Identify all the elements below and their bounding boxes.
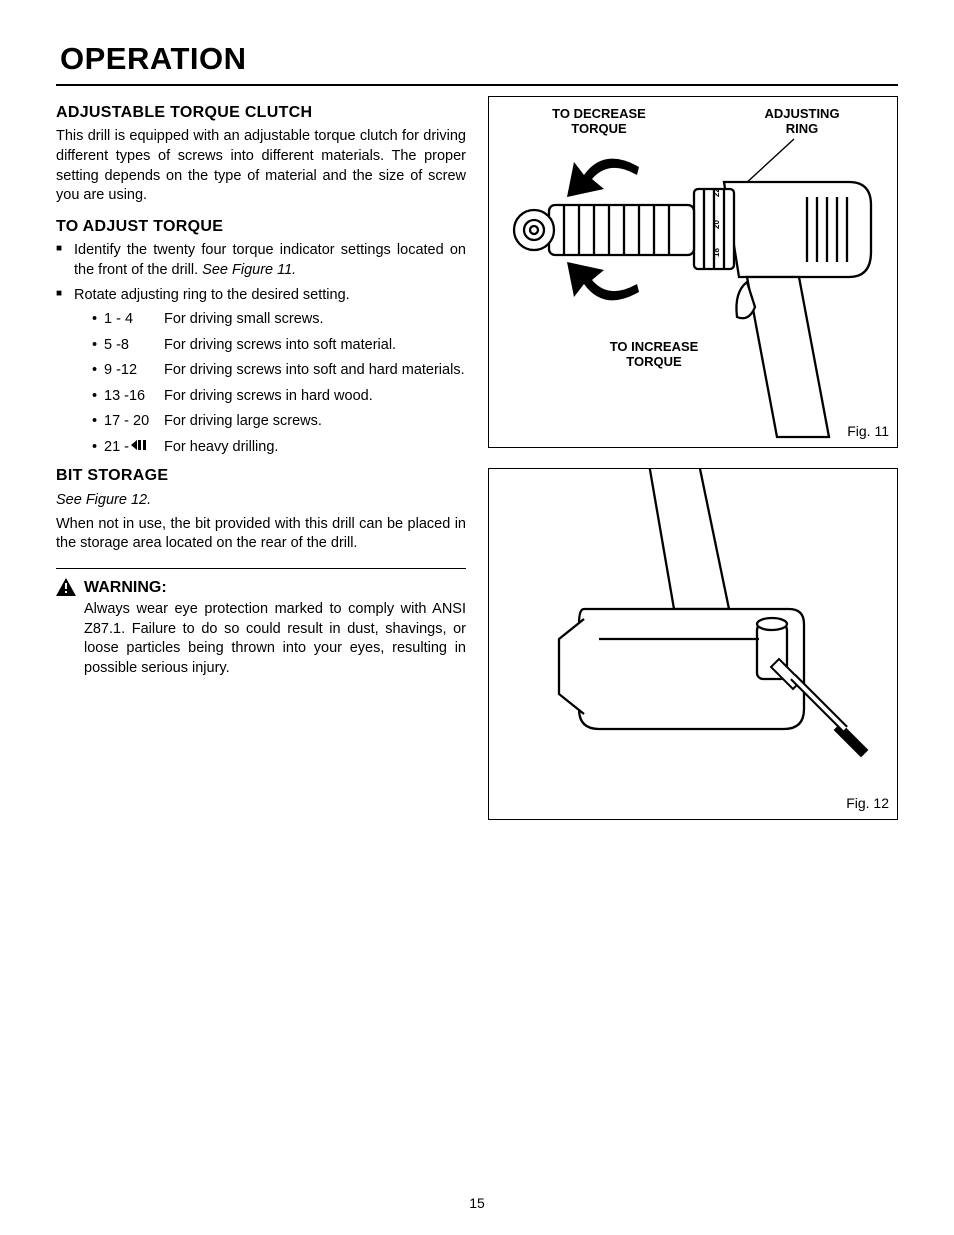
torque-range: 1 - 4 (104, 310, 164, 330)
torque-range: 13 -16 (104, 387, 164, 407)
figure-11-caption: Fig. 11 (847, 422, 889, 441)
torque-desc: For driving screws into soft material. (164, 336, 466, 356)
torque-range: 5 -8 (104, 336, 164, 356)
page-number: 15 (0, 1194, 954, 1213)
drill-illustration: 22 20 18 (489, 97, 889, 447)
svg-text:22: 22 (712, 187, 721, 196)
torque-row: • 17 - 20 For driving large screws. (92, 412, 466, 432)
page-title: OPERATION (56, 38, 898, 80)
torque-desc: For driving small screws. (164, 310, 466, 330)
bit-storage-ref: See Figure 12. (56, 491, 466, 511)
title-rule (56, 84, 898, 86)
section-rule (56, 568, 466, 569)
left-column: ADJUSTABLE TORQUE CLUTCH This drill is e… (56, 96, 466, 840)
torque-settings-table: • 1 - 4 For driving small screws. • 5 -8… (92, 310, 466, 457)
two-column-layout: ADJUSTABLE TORQUE CLUTCH This drill is e… (56, 96, 898, 840)
torque-range: 9 -12 (104, 361, 164, 381)
figure-12-caption: Fig. 12 (846, 794, 889, 813)
paragraph-torque-clutch: This drill is equipped with an adjustabl… (56, 127, 466, 205)
bit-storage-illustration (489, 469, 889, 819)
adjust-step-1-ref: See Figure 11. (202, 262, 296, 278)
adjust-step-1: Identify the twenty four torque indicato… (56, 241, 466, 280)
drill-icon (131, 438, 153, 458)
torque-desc: For driving screws in hard wood. (164, 387, 466, 407)
warning-block: WARNING: Always wear eye protection mark… (56, 577, 466, 679)
torque-desc: For driving large screws. (164, 412, 466, 432)
heading-adjust-torque: TO ADJUST TORQUE (56, 216, 466, 238)
adjust-step-2: Rotate adjusting ring to the desired set… (56, 286, 466, 457)
svg-text:20: 20 (712, 219, 721, 228)
warning-title: WARNING: (84, 577, 466, 599)
warning-icon (56, 578, 76, 603)
torque-row: • 1 - 4 For driving small screws. (92, 310, 466, 330)
torque-range: 17 - 20 (104, 412, 164, 432)
heading-bit-storage: BIT STORAGE (56, 465, 466, 487)
torque-row: • 9 -12 For driving screws into soft and… (92, 361, 466, 381)
torque-desc: For driving screws into soft and hard ma… (164, 361, 466, 381)
adjust-torque-list: Identify the twenty four torque indicato… (56, 241, 466, 457)
adjust-step-2-text: Rotate adjusting ring to the desired set… (74, 287, 350, 303)
torque-row: • 5 -8 For driving screws into soft mate… (92, 336, 466, 356)
right-column: TO DECREASE TORQUE ADJUSTING RING TO INC… (488, 96, 898, 840)
torque-row-last: • 21 - For heavy drilling. (92, 438, 466, 458)
torque-row: • 13 -16 For driving screws in hard wood… (92, 387, 466, 407)
warning-text: Always wear eye protection marked to com… (84, 600, 466, 678)
figure-12: Fig. 12 (488, 468, 898, 820)
heading-torque-clutch: ADJUSTABLE TORQUE CLUTCH (56, 102, 466, 124)
figure-11: TO DECREASE TORQUE ADJUSTING RING TO INC… (488, 96, 898, 448)
torque-desc: For heavy drilling. (164, 438, 466, 458)
svg-text:18: 18 (712, 247, 721, 256)
torque-range: 21 - (104, 438, 129, 458)
paragraph-bit-storage: When not in use, the bit provided with t… (56, 515, 466, 554)
